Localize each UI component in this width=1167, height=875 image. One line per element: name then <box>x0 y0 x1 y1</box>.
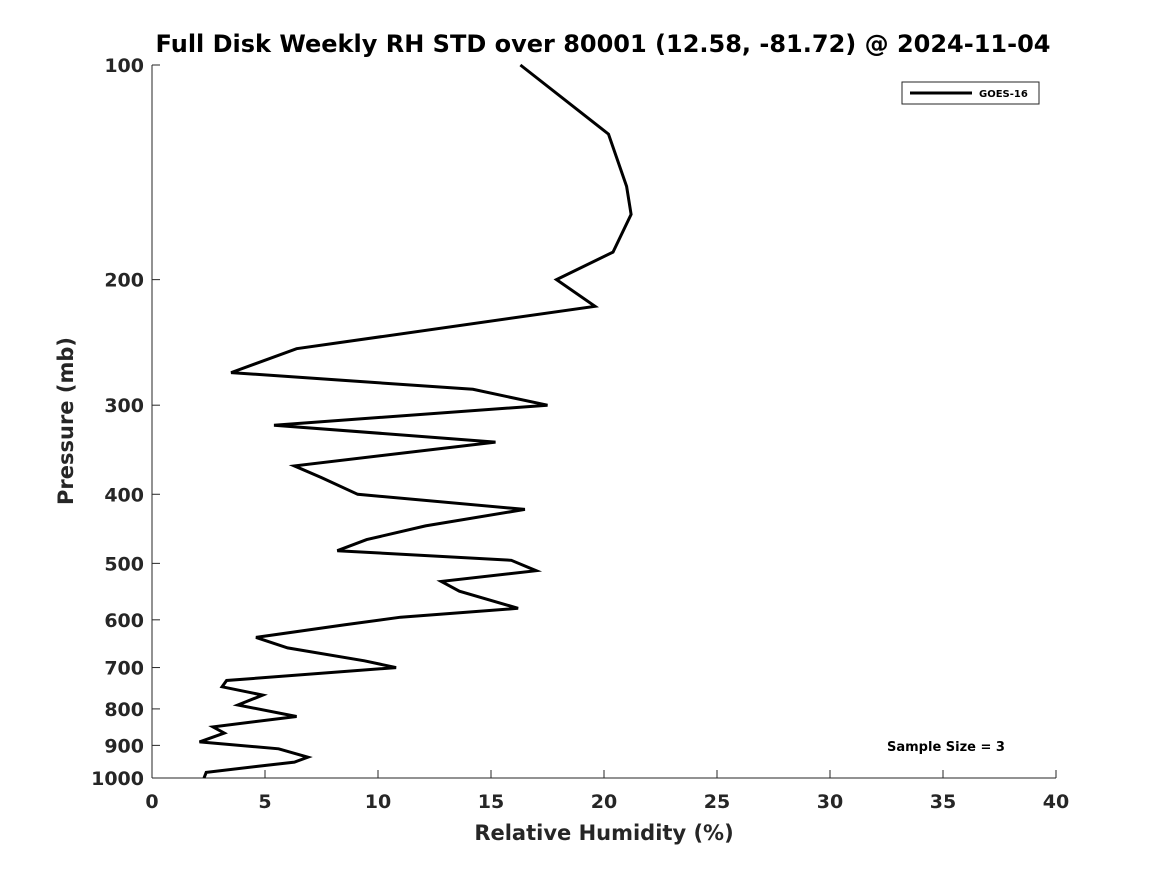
y-tick-label: 1000 <box>91 768 144 790</box>
sample-size-annotation: Sample Size = 3 <box>887 740 1005 755</box>
series-line-goes-16 <box>198 63 633 779</box>
x-tick-label: 15 <box>478 791 504 813</box>
axes <box>151 65 1056 779</box>
y-tick-label: 100 <box>104 55 144 77</box>
y-tick-label: 800 <box>104 699 144 721</box>
y-tick-label: 400 <box>104 484 144 506</box>
x-tick-label: 0 <box>145 791 158 813</box>
x-tick-label: 20 <box>591 791 617 813</box>
y-tick-label: 500 <box>104 553 144 575</box>
series-group <box>198 63 633 779</box>
y-axis-label: Pressure (mb) <box>54 337 78 505</box>
x-tick-label: 40 <box>1043 791 1069 813</box>
x-tick-label: 25 <box>704 791 730 813</box>
y-tick-label: 900 <box>104 735 144 757</box>
x-tick-label: 35 <box>930 791 956 813</box>
legend: GOES-16 <box>901 81 1040 105</box>
x-tick-label: 30 <box>817 791 843 813</box>
y-tick-label: 300 <box>104 395 144 417</box>
y-tick-label: 200 <box>104 270 144 292</box>
y-tick-label: 700 <box>104 658 144 680</box>
x-ticks: 0 5 10 15 20 25 30 35 40 <box>145 770 1069 813</box>
x-axis-label: Relative Humidity (%) <box>474 821 733 845</box>
y-ticks: 100 200 300 400 500 600 700 800 900 1000 <box>91 55 160 790</box>
y-tick-label: 600 <box>104 610 144 632</box>
legend-entry-goes-16: GOES-16 <box>979 89 1028 100</box>
x-tick-label: 10 <box>365 791 391 813</box>
chart-title: Full Disk Weekly RH STD over 80001 (12.5… <box>156 30 1051 58</box>
x-tick-label: 5 <box>258 791 271 813</box>
